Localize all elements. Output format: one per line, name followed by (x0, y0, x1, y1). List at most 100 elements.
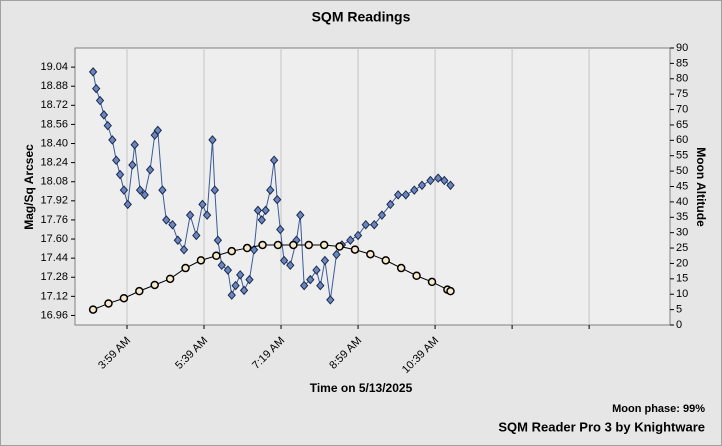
chart-title: SQM Readings (312, 9, 411, 25)
sqm-point (386, 199, 395, 210)
sqm-point (257, 215, 266, 225)
y2-tick-label: 30 (676, 227, 688, 239)
sqm-point (266, 185, 275, 195)
sqm-point (140, 190, 149, 200)
sqm-point (361, 219, 370, 230)
y2-tick-label: 85 (676, 57, 688, 69)
moon-point (227, 246, 236, 256)
y2-tick-label: 80 (676, 73, 688, 85)
sqm-point (245, 274, 254, 285)
sqm-point (370, 219, 379, 230)
moon-point (242, 243, 252, 253)
moon-point (181, 263, 190, 273)
sqm-point (410, 185, 419, 195)
y2-tick-label: 90 (676, 42, 688, 54)
y-tick-label: 18.24 (40, 157, 68, 169)
sqm-point (231, 280, 240, 291)
sqm-point (306, 274, 315, 285)
y2-tick-label: 20 (676, 257, 688, 269)
sqm-point (249, 245, 259, 255)
y-tick-label: 17.28 (40, 271, 68, 283)
sqm-point (273, 194, 282, 205)
sqm-point (99, 110, 109, 120)
sqm-point (417, 180, 427, 191)
y2-tick-label: 50 (676, 165, 688, 177)
sqm-point (208, 135, 217, 145)
sqm-point (130, 139, 139, 150)
sqm-point (261, 205, 270, 216)
sqm-point (119, 185, 129, 195)
moon-point (119, 293, 129, 303)
sqm-point (316, 280, 325, 291)
sqm-point (296, 210, 305, 220)
sqm-point (217, 260, 226, 271)
sqm-point (128, 160, 137, 170)
y-tick-label: 18.88 (40, 80, 68, 92)
sqm-point (346, 235, 355, 245)
y-tick-label: 17.12 (40, 290, 68, 302)
moon-point (273, 240, 283, 250)
moon-point (212, 251, 221, 260)
sqm-point (185, 210, 195, 220)
sqm-point (198, 199, 207, 210)
sqm-point (213, 235, 223, 245)
sqm-point (426, 175, 435, 186)
y-tick-label: 17.44 (40, 252, 68, 264)
sqm-point (202, 210, 212, 220)
sqm-point (377, 210, 387, 220)
moon-point (304, 240, 314, 250)
moon-point (350, 245, 360, 254)
moon-phase: Moon phase: 99% (612, 403, 705, 415)
sqm-point (279, 255, 289, 266)
y-tick-label: 19.04 (40, 61, 68, 73)
sqm-point (446, 180, 455, 191)
moon-point (366, 249, 375, 259)
sqm-point (401, 190, 410, 200)
sqm-point (112, 155, 121, 165)
sqm-point (353, 230, 363, 241)
moon-point (446, 286, 455, 296)
sqm-point (299, 280, 309, 291)
sqm-point (239, 285, 249, 296)
sqm-point (433, 173, 443, 183)
credit: SQM Reader Pro 3 by Knightware (498, 419, 705, 434)
moon-point (135, 286, 144, 296)
sqm-point (210, 185, 219, 195)
y-tick-label: 17.76 (40, 214, 68, 226)
series-line (92, 71, 451, 300)
y-tick-label: 18.72 (40, 99, 68, 111)
moon-point (319, 240, 329, 250)
y2-tick-label: 60 (676, 134, 688, 146)
y2-tick-label: 70 (676, 103, 688, 115)
y2-tick-label: 5 (676, 304, 682, 316)
sqm-point (162, 215, 171, 225)
y2-tick-label: 65 (676, 119, 688, 131)
sqm-point (173, 235, 182, 245)
moon-point (412, 271, 421, 281)
plot-area (74, 47, 671, 326)
sqm-point (286, 260, 295, 271)
moon-point (289, 240, 298, 250)
sqm-point (153, 125, 162, 136)
sqm-point (320, 255, 330, 266)
sqm-point (145, 165, 155, 175)
y-tick-label: 18.40 (40, 137, 68, 149)
y2-tick-label: 10 (676, 288, 688, 300)
moon-point (396, 263, 406, 273)
moon-point (88, 305, 98, 314)
moon-point (165, 274, 175, 284)
y2-tick-label: 75 (676, 88, 688, 100)
moon-point (335, 242, 344, 251)
sqm-point (227, 290, 236, 300)
y2-tick-label: 45 (676, 180, 688, 192)
y-tick-label: 16.96 (40, 309, 68, 321)
sqm-point (440, 175, 449, 186)
sqm-point (326, 295, 335, 305)
moon-point (427, 277, 437, 287)
sqm-point (135, 185, 145, 195)
y2-tick-label: 40 (676, 196, 688, 208)
sqm-point (95, 95, 105, 106)
sqm-point (168, 219, 177, 230)
